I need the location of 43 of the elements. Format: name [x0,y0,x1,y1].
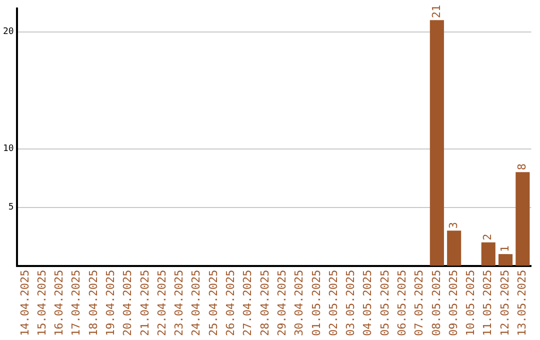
y-tick-label: 5 [8,202,14,213]
x-tick-label: 09.05.2025 [446,270,460,336]
x-tick-label: 03.05.2025 [344,270,358,336]
x-tick-label: 02.05.2025 [326,270,340,336]
bar [430,20,444,266]
x-tick-label: 21.04.2025 [138,270,152,336]
y-tick-label: 20 [2,27,14,38]
x-tick-label: 15.04.2025 [35,270,48,336]
x-tick-label: 22.04.2025 [155,270,168,336]
x-tick-label: 26.04.2025 [224,270,238,336]
bar [481,242,496,266]
x-tick-label: 18.04.2025 [86,270,100,336]
x-tick-label: 14.04.2025 [18,270,32,336]
x-tick-label: 20.04.2025 [121,270,134,336]
x-tick-label: 05.05.2025 [378,270,392,336]
x-tick-label: 17.04.2025 [70,270,83,336]
x-tick-label: 29.04.2025 [275,270,288,336]
x-tick-label: 08.05.2025 [430,270,443,336]
x-tick-label: 23.04.2025 [172,270,186,336]
x-tick-label: 28.04.2025 [258,270,272,336]
y-tick-label: 10 [2,144,14,154]
bar [516,172,530,266]
x-tick-label: 10.05.2025 [464,270,478,336]
x-tick-label: 01.05.2025 [310,270,323,336]
bar [498,254,513,266]
data-label: 21 [430,4,443,18]
x-tick-label: 19.04.2025 [104,270,118,336]
x-tick-label: 16.04.2025 [52,270,66,336]
data-label: 1 [498,245,512,252]
x-tick-label: 30.04.2025 [292,270,306,336]
data-label: 8 [516,164,529,170]
data-label: 3 [446,222,460,229]
x-tick-label: 07.05.2025 [412,270,426,336]
x-tick-label: 25.04.2025 [206,270,220,336]
bar [447,230,462,266]
x-tick-label: 27.04.2025 [241,270,254,336]
x-tick-label: 06.05.2025 [396,270,408,336]
data-label: 2 [481,234,494,240]
x-tick-label: 13.05.2025 [516,270,529,336]
x-tick-label: 24.04.2025 [190,270,203,336]
x-tick-label: 04.05.2025 [361,270,374,336]
x-tick-label: 12.05.2025 [498,270,512,336]
x-tick-label: 11.05.2025 [481,270,494,336]
